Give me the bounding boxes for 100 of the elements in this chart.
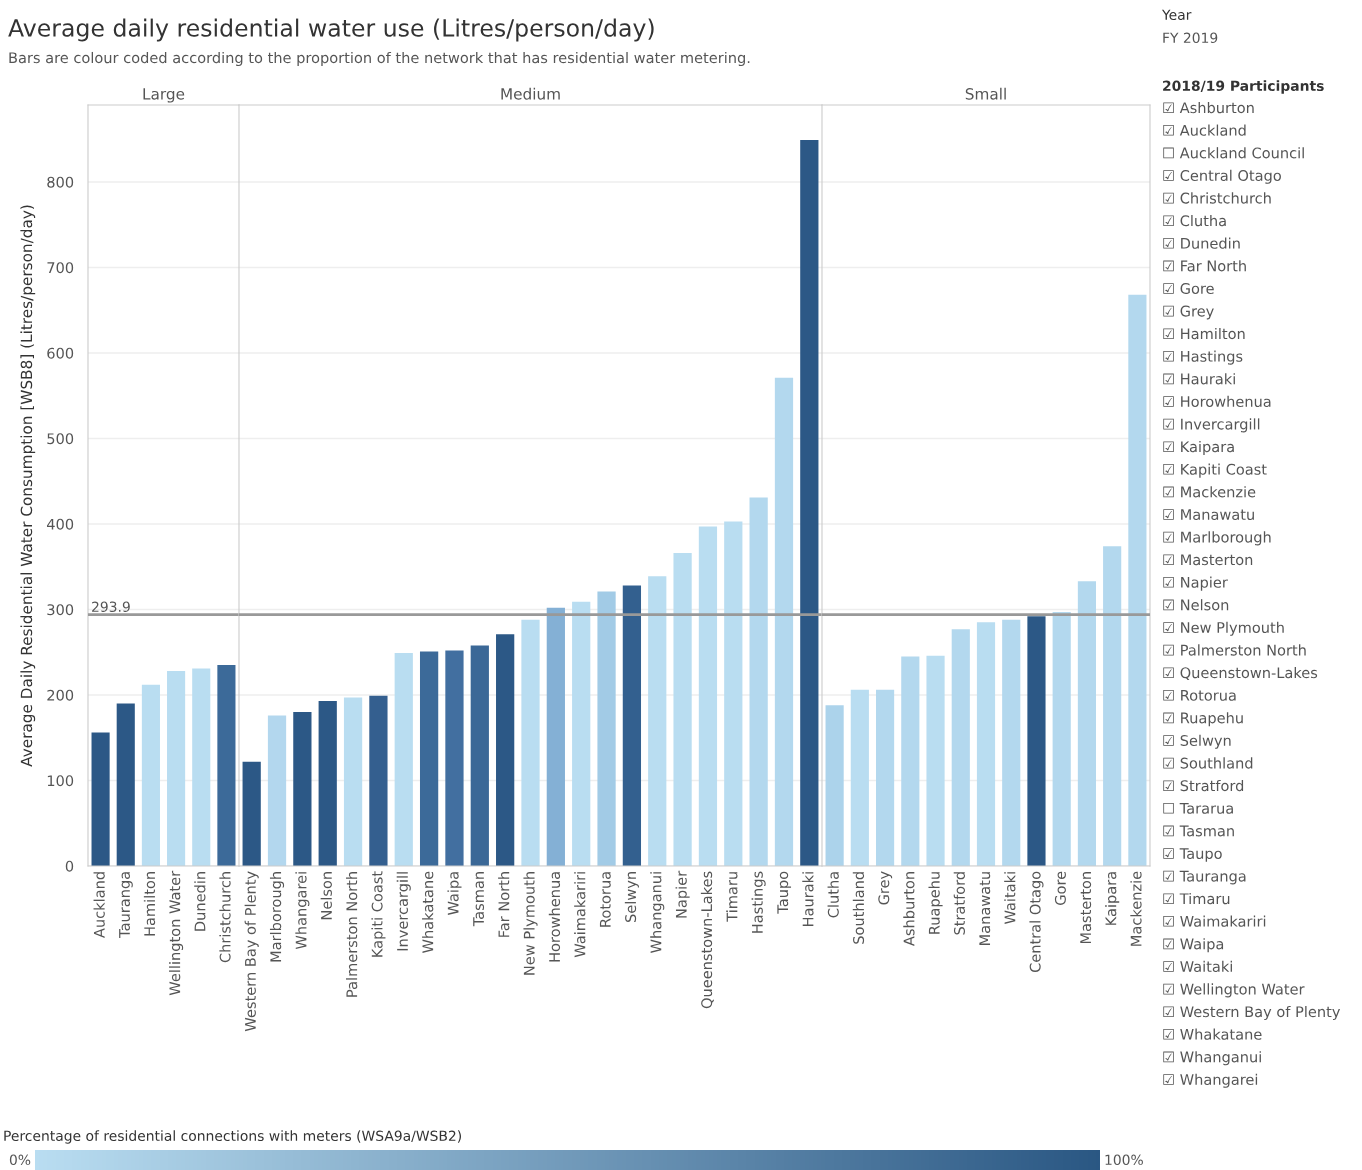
text: ☑ Wellington Water [1163,983,1305,998]
bar [825,705,844,866]
text: ☑ Grey [1163,305,1214,320]
x-tick-label: Auckland [93,872,105,938]
x-tick-label: Masterton [1080,872,1092,944]
text: ☑ Dunedin [1163,237,1240,249]
x-tick-label: Waitaki [1004,872,1016,924]
x-tick-label: Manawatu [979,872,991,945]
bar [850,689,869,866]
y-tick-label: 200 [47,689,74,701]
x-tick-label: Far North [498,872,510,937]
text: ☑ Whanganui [1163,1051,1261,1066]
x-tick-label: Whangarei [295,872,310,950]
x-tick-label: Nelson [320,872,332,920]
x-tick-label: Whanganui [650,872,665,953]
text: ☑ Horowhenua [1163,395,1271,408]
bar [369,695,388,866]
bar [951,629,970,866]
x-tick-label: Kaipara [1105,872,1120,925]
y-tick-label: 700 [47,262,74,274]
text: ☑ Western Bay of Plenty [1163,1005,1341,1021]
text: ☑ Southland [1163,757,1253,769]
text: ☑ Whakatane [1163,1028,1262,1040]
text: Average daily residential water use (Litres/person/day) [8,18,654,42]
x-tick-label: Queenstown-Lakes [700,871,714,1009]
text: ☑ Clutha [1163,214,1226,227]
color-bar-title: Percentage of residential connections with meters (WSA9a/WSB2) [4,1130,461,1144]
text: ☑ Waitaki [1163,960,1232,973]
x-tick-label: Mackenzie [1130,871,1142,946]
x-tick-label: Taupo [777,871,792,914]
bar [800,140,819,866]
x-tick-label: New Plymouth [523,872,538,975]
text: ☑ Kaipara [1163,440,1234,456]
bar [470,645,489,866]
bar [318,700,337,866]
x-tick-label: Hamilton [143,872,156,936]
text: ☑ Hauraki [1163,373,1235,385]
x-tick-label: Timaru [726,872,738,922]
x-tick-label: Napier [675,870,690,918]
text: ☑ Nelson [1163,599,1229,611]
text: ☑ Whangarei [1163,1073,1258,1088]
bar [724,521,743,866]
bar [521,619,540,866]
y-tick-label: 600 [47,347,74,359]
text: ☑ Hamilton [1163,327,1245,340]
bar [116,703,135,866]
x-tick-label: Dunedin [194,872,206,931]
text: ☑ Christchurch [1163,192,1271,204]
chart-title: Medium [501,87,560,100]
x-tick-label: Central Otago [1029,871,1044,973]
text: ☑ Rotorua [1163,689,1236,701]
bar [597,591,616,866]
bar [445,650,464,866]
x-tick-label: Invercargill [396,872,411,951]
text: ☑ Waipa [1163,938,1224,953]
x-tick-label: Wellington Water [169,870,184,996]
text: ☑ Auckland [1163,124,1246,136]
x-tick-label: Waimakariri [574,872,586,958]
bar [926,655,945,866]
text: ☑ Timaru [1163,892,1230,905]
bar [1027,616,1046,866]
text: ☑ Palmerston North [1163,644,1306,656]
bar [141,684,160,866]
y-tick-label: 800 [47,176,74,188]
bar [572,601,591,866]
text: ☑ Marlborough [1163,531,1271,546]
bar [1128,294,1147,866]
text: ☑ New Plymouth [1163,621,1284,636]
x-tick-label: Selwyn [624,872,639,922]
bar [901,656,920,866]
y-tick-label: 0 [65,860,74,872]
bar [167,671,186,866]
x-tick-label: Horowhenua [548,872,561,962]
y-tick-label: 500 [47,433,74,445]
text: ☐ Tararua [1163,802,1233,814]
bar [698,526,718,866]
x-tick-label: Tasman [473,872,485,927]
bar [293,712,312,866]
bar [192,668,211,866]
x-tick-label: Kapiti Coast [371,871,386,957]
color-bar-label: 100% [1105,1154,1143,1166]
x-tick-label: Hastings [751,871,766,933]
text: ☑ Far North [1163,260,1246,272]
bar [546,607,565,866]
text: ☑ Selwyn [1163,734,1231,749]
bar [496,634,515,866]
x-tick-label: Stratford [953,872,965,935]
x-tick-label: Western Bay of Plenty [244,871,259,1032]
text: ☑ Masterton [1163,554,1253,566]
bar [91,732,110,866]
x-tick-label: Tauranga [119,872,133,938]
text: ☑ Stratford [1163,779,1244,792]
x-tick-label: Clutha [827,872,839,918]
bar [648,576,667,866]
text: ☑ Mackenzie [1163,486,1256,498]
x-tick-label: Whakatane [422,871,434,953]
text: 2018/19 Participants [1163,80,1324,94]
bar [242,761,261,866]
y-axis-title: Average Daily Residential Water Consumption [WSB8] (Litres/person/day) [20,205,36,767]
text: ☑ Invercargill [1163,418,1260,433]
